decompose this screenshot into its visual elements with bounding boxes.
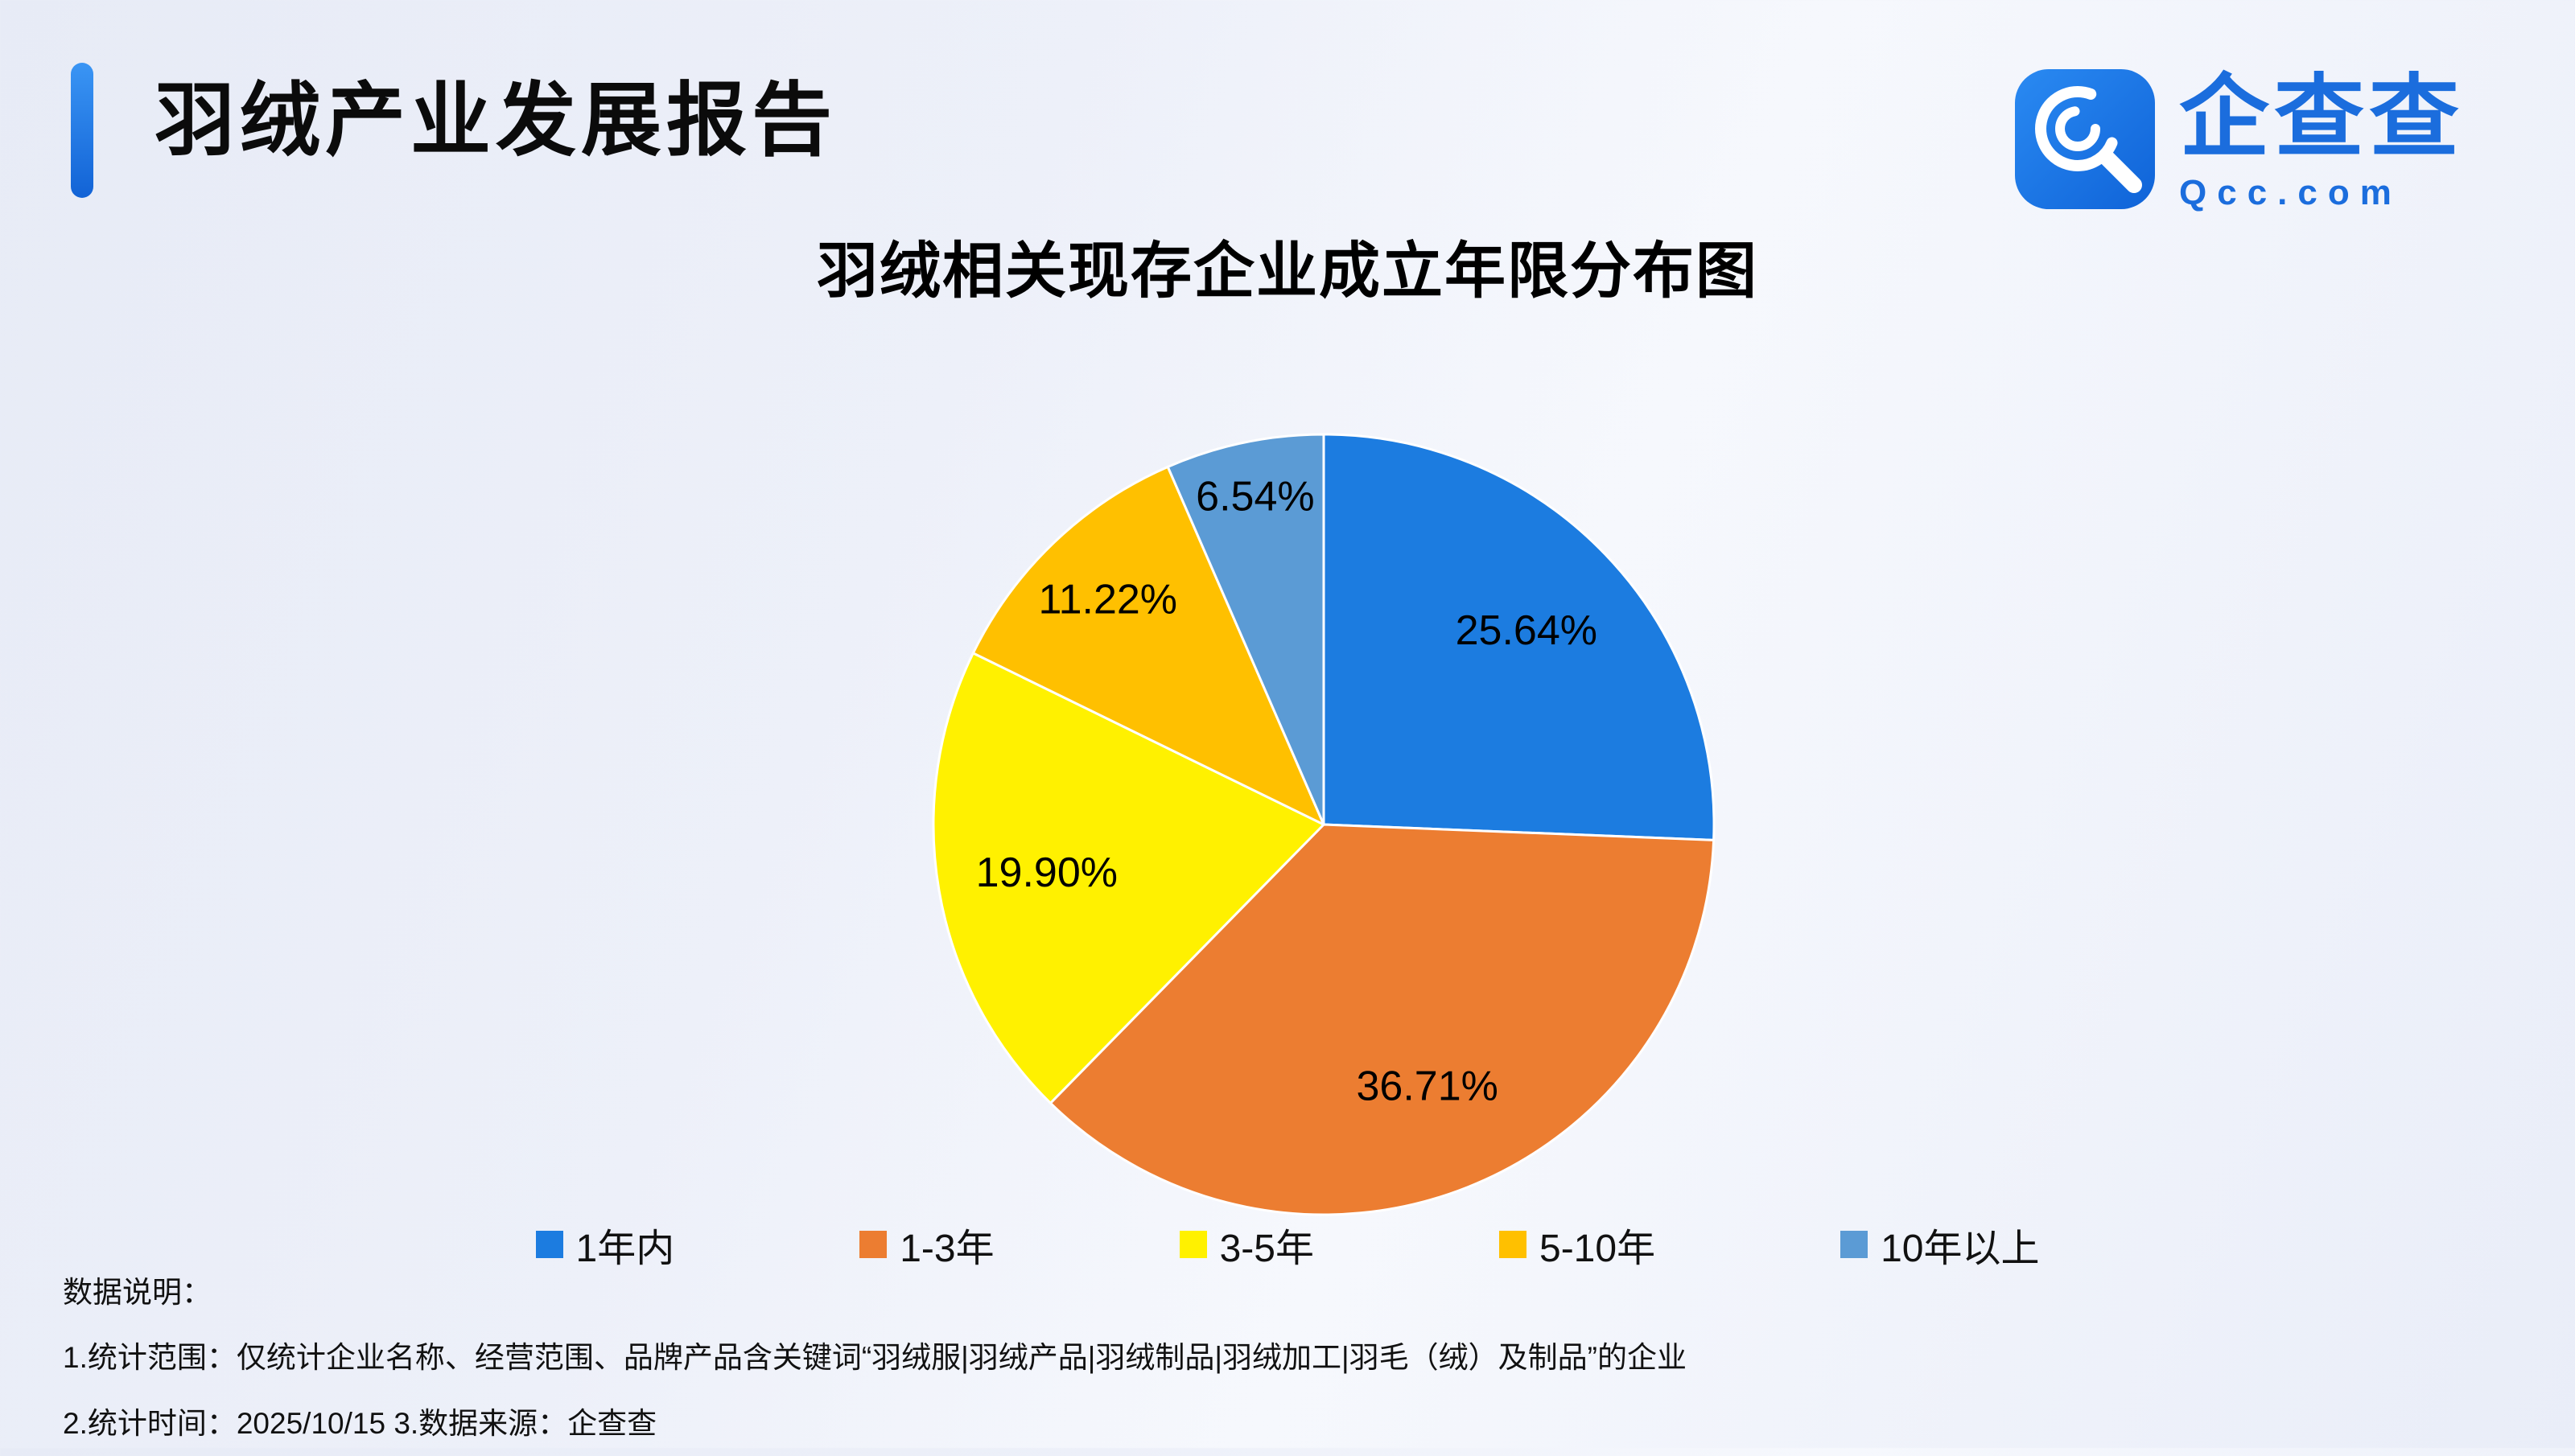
legend-label: 10年以上 — [1881, 1228, 2040, 1270]
notes-line-2: 2.统计时间：2025/10/15 3.数据来源：企查查 — [63, 1406, 657, 1440]
legend-item-10年以上: 10年以上 — [1840, 1216, 2039, 1273]
pie-slice-5-10年 — [971, 465, 1325, 826]
legend-swatch — [859, 1231, 888, 1258]
qcc-logo: 企查查 Qcc.com — [2013, 68, 2464, 213]
legend-item-1年内: 1年内 — [535, 1216, 675, 1273]
notes-line-1: 1.统计范围：仅统计企业名称、经营范围、品牌产品含关键词“羽绒服|羽绒产品|羽绒… — [63, 1341, 1687, 1375]
pie-chart: 25.64% 36.71% 19.90% 11.22% 6.54% — [932, 433, 1716, 1216]
legend-swatch — [1499, 1231, 1526, 1258]
pie-value-label-3-5年: 19.90% — [976, 849, 1118, 896]
logo-name: 企查查 — [2179, 67, 2464, 167]
report-title: 羽绒产业发展报告 — [154, 76, 837, 166]
notes: 数据说明： 1.统计范围：仅统计企业名称、经营范围、品牌产品含关键词“羽绒服|羽… — [63, 1260, 1687, 1456]
legend-item-1-3年: 1-3年 — [859, 1216, 995, 1273]
qcc-logo-text: 企查查 Qcc.com — [2179, 68, 2464, 213]
legend-swatch — [535, 1231, 563, 1258]
qcc-logo-icon — [2015, 69, 2155, 209]
legend-label: 1年内 — [575, 1228, 675, 1270]
pie-slice-10年以上 — [1166, 433, 1325, 826]
pie-slice-3-5年 — [932, 652, 1325, 1104]
pie-slice-1-3年 — [1049, 823, 1716, 1216]
notes-heading: 数据说明： — [63, 1276, 212, 1309]
legend-label: 1-3年 — [900, 1228, 995, 1270]
legend-item-3-5年: 3-5年 — [1179, 1216, 1314, 1273]
pie-value-label-5-10年: 11.22% — [1039, 577, 1178, 623]
legend-swatch — [1179, 1231, 1207, 1258]
chart-title: 羽绒相关现存企业成立年限分布图 — [817, 237, 1758, 306]
pie-value-label-10年以上: 6.54% — [1196, 474, 1314, 520]
logo-domain: Qcc.com — [2179, 173, 2402, 213]
legend-label: 3-5年 — [1219, 1228, 1314, 1270]
legend-label: 5-10年 — [1539, 1228, 1656, 1270]
title-accent-bar — [71, 63, 93, 198]
legend-swatch — [1840, 1231, 1868, 1258]
pie-value-label-1-3年: 36.71% — [1357, 1063, 1498, 1110]
legend: 1年内 1-3年 3-5年 5-10年 10年以上 — [0, 1216, 2575, 1273]
pie-value-label-1年内: 25.64% — [1456, 607, 1597, 654]
pie-slice-1年内 — [1322, 433, 1716, 841]
legend-item-5-10年: 5-10年 — [1499, 1216, 1655, 1273]
